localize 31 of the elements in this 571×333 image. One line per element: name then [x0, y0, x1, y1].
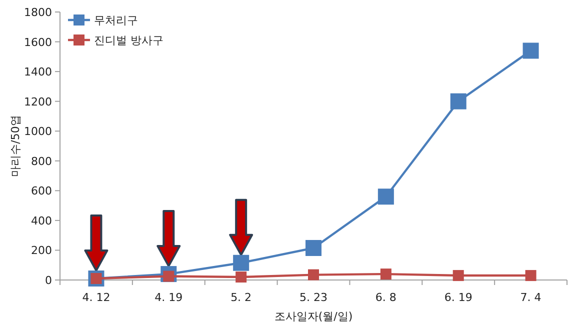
y-axis-title: 마리수/50엽	[9, 115, 22, 177]
y-tick-label: 1600	[24, 36, 52, 49]
point	[450, 93, 466, 110]
y-tick-label: 1400	[24, 66, 52, 79]
x-axis-title: 조사일자(월/일)	[274, 310, 353, 323]
point	[306, 240, 322, 256]
x-tick-label: 4. 19	[154, 291, 183, 304]
x-tick-label: 5. 2	[230, 291, 252, 304]
point	[378, 188, 394, 205]
y-tick-label: 600	[31, 184, 52, 198]
x-tick-label: 6. 8	[375, 291, 396, 304]
legend-label: 무처리구	[94, 14, 138, 27]
y-tick-label: 800	[31, 154, 52, 168]
y-tick-label: 0	[45, 274, 52, 287]
point	[522, 42, 539, 59]
y-tick-label: 1800	[24, 6, 52, 19]
y-tick-label: 1000	[24, 125, 52, 138]
point	[452, 270, 464, 282]
legend-label: 진디벌 방사구	[94, 34, 164, 47]
y-tick-label: 200	[31, 244, 52, 258]
y-tick-label: 400	[31, 214, 52, 228]
point	[308, 269, 319, 280]
point	[380, 268, 392, 280]
x-tick-label: 4. 12	[82, 291, 110, 304]
point	[233, 254, 250, 271]
point	[525, 270, 536, 282]
x-tick-label: 6. 19	[444, 291, 472, 304]
y-tick-label: 1200	[24, 95, 52, 108]
point	[236, 272, 247, 283]
x-tick-label: 5. 23	[300, 291, 328, 304]
x-tick-label: 7. 4	[520, 291, 542, 304]
